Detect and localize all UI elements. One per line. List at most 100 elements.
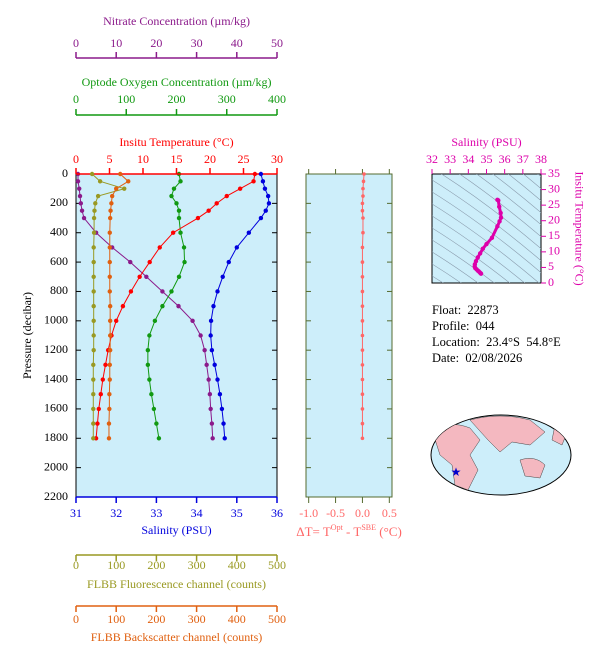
y-tick-label: 1400 <box>44 371 68 385</box>
profile-point <box>212 362 217 368</box>
ts-point <box>496 198 501 203</box>
profile-point <box>91 230 97 235</box>
profile-point <box>265 193 271 199</box>
x-axis-title-part: Opt <box>331 523 344 532</box>
x-axis-title-part: ΔT= T <box>296 524 331 539</box>
profile-point <box>169 193 174 199</box>
profile-point <box>122 186 127 191</box>
x-tick-label: 100 <box>107 612 125 626</box>
x-tick-label: 100 <box>107 558 125 572</box>
delta-point <box>360 319 365 323</box>
profile-point <box>176 215 182 221</box>
y-tick-label: 600 <box>50 254 68 268</box>
x-tick-label: 0 <box>73 92 79 106</box>
profile-point <box>100 377 106 382</box>
x-tick-label: 400 <box>228 558 246 572</box>
profile-point <box>106 436 112 441</box>
profile-point <box>263 208 268 213</box>
x-tick-label: 37 <box>517 152 529 166</box>
profile-point <box>107 259 112 265</box>
x-tick-label: 0.5 <box>382 506 397 520</box>
x-tick-label: 36 <box>499 152 511 166</box>
x-tick-label: 5 <box>107 152 113 166</box>
profile-point <box>107 303 113 309</box>
ts-point <box>478 271 484 276</box>
x-tick-label: 0 <box>73 36 79 50</box>
profile-point <box>95 421 100 426</box>
profile-point <box>147 259 152 265</box>
y-tick-label: 1800 <box>44 430 68 444</box>
info-line: Location: 23.4°S 54.8°E <box>432 335 561 349</box>
profile-point <box>215 289 220 294</box>
profile-point <box>107 215 113 221</box>
profile-point <box>178 230 183 235</box>
density-contour <box>459 174 541 238</box>
profile-point <box>206 208 211 213</box>
profile-point <box>107 333 113 338</box>
y-tick-label: 5 <box>548 259 554 273</box>
x-tick-label: 200 <box>147 612 165 626</box>
profile-point <box>77 193 83 199</box>
profile-point <box>91 333 96 338</box>
ts-point <box>477 251 483 256</box>
x-axis-title: FLBB Fluorescence channel (counts) <box>87 577 266 591</box>
profile-point <box>258 215 264 221</box>
x-tick-label: 0.0 <box>355 506 370 520</box>
profile-point <box>91 303 96 309</box>
profile-point <box>208 406 213 412</box>
x-tick-label: 35 <box>231 506 243 520</box>
y-tick-label: 25 <box>548 197 560 211</box>
profile-point <box>266 201 272 206</box>
x-tick-label: 33 <box>444 152 456 166</box>
x-axis-title: Salinity (PSU) <box>451 135 521 149</box>
profile-point <box>91 421 96 426</box>
profile-point <box>109 201 114 206</box>
delta-point <box>360 304 365 308</box>
delta-point <box>361 179 366 184</box>
profile-point <box>91 215 97 221</box>
x-axis-title: ΔT= TOpt - TSBE (°C) <box>296 523 402 539</box>
profile-point <box>190 318 195 324</box>
delta-point <box>360 348 365 352</box>
profile-point <box>107 274 112 279</box>
x-tick-label: 20 <box>150 36 162 50</box>
y-tick-label: 2200 <box>44 489 68 503</box>
x-tick-label: 0 <box>73 558 79 572</box>
profile-point <box>182 259 187 265</box>
profile-point <box>260 179 266 184</box>
delta-point <box>360 274 365 279</box>
profile-point <box>209 347 215 353</box>
profile-point <box>92 208 97 213</box>
profile-point <box>96 406 101 412</box>
profile-point <box>178 179 183 184</box>
delta-point <box>361 216 365 220</box>
profile-point <box>95 193 101 199</box>
profile-point <box>208 318 214 324</box>
profile-point <box>246 230 252 235</box>
y-tick-label: 1200 <box>44 342 68 356</box>
profile-point <box>107 362 112 368</box>
delta-point <box>361 186 365 191</box>
profile-point <box>208 333 213 338</box>
profile-point <box>107 289 112 294</box>
x-tick-label: 0 <box>73 612 79 626</box>
profile-point <box>103 362 108 368</box>
ts-point <box>475 255 480 260</box>
profile-point <box>107 230 112 235</box>
profile-point <box>114 186 119 191</box>
profile-point <box>145 347 151 353</box>
info-line: Float: 22873 <box>432 303 499 317</box>
profile-point <box>91 274 96 279</box>
profile-line <box>91 173 127 439</box>
profile-point <box>107 318 113 324</box>
y-axis-title: Insitu Temperature (°C) <box>572 171 586 285</box>
delta-point <box>361 230 365 235</box>
profile-point <box>91 392 96 397</box>
x-axis-title: FLBB Backscatter channel (counts) <box>91 630 263 644</box>
x-axis-title-part: - T <box>343 524 362 539</box>
profile-point <box>91 436 96 441</box>
profile-point <box>215 377 220 382</box>
profile-point <box>209 421 215 426</box>
x-tick-label: 36 <box>271 506 283 520</box>
